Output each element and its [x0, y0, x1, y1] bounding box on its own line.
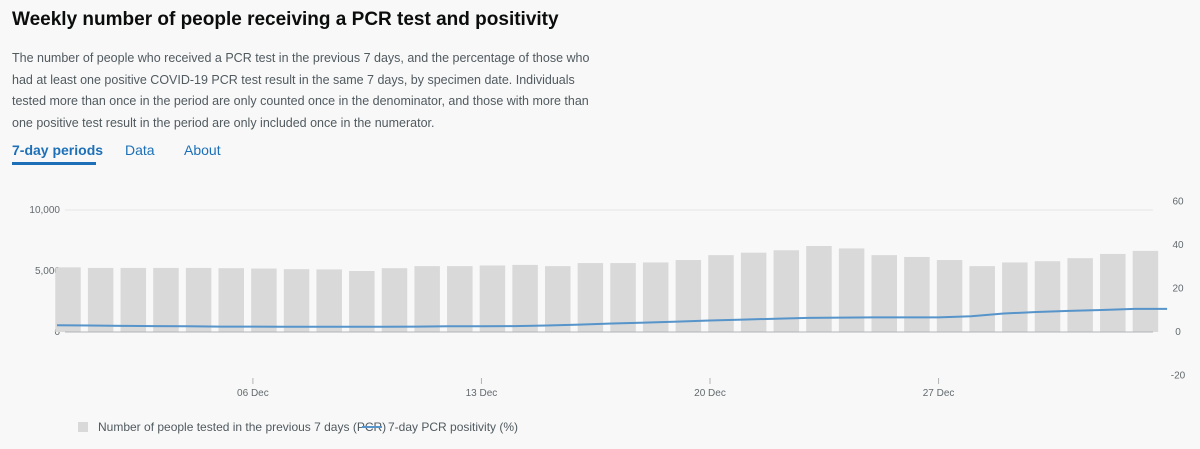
- left-axis-tick-label: 10,000: [29, 205, 60, 216]
- chart-canvas: 10,000 5,000 0 60 40 20 0 -20 06 Dec 13 Dec 20 Dec…: [29, 197, 1186, 400]
- x-axis-tick-label: 13 Dec: [466, 388, 498, 399]
- bar: [120, 267, 147, 332]
- bar: [904, 256, 930, 332]
- bar: [447, 266, 473, 332]
- bar: [414, 266, 440, 332]
- chart-description: The number of people who received a PCR …: [12, 51, 590, 130]
- right-axis-tick-label: 60: [1172, 197, 1184, 208]
- bar: [479, 265, 506, 332]
- tab-about[interactable]: About: [184, 142, 221, 158]
- bar: [773, 250, 800, 332]
- bar: [1034, 261, 1061, 332]
- right-axis-tick-label: -20: [1171, 371, 1186, 382]
- right-axis-tick-label: 40: [1172, 240, 1184, 251]
- bar: [512, 264, 538, 332]
- bar: [577, 263, 604, 332]
- active-tab-indicator: [12, 162, 96, 165]
- bar: [871, 255, 897, 332]
- bar: [218, 268, 244, 332]
- x-axis-tick-label: 27 Dec: [923, 388, 955, 399]
- legend-item-bars[interactable]: Number of people tested in the previous …: [78, 420, 386, 434]
- bar: [87, 267, 114, 332]
- bar: [185, 267, 212, 332]
- legend-swatch-bars: [78, 422, 88, 432]
- right-axis-tick-label: 20: [1172, 284, 1184, 295]
- bar: [1067, 258, 1093, 332]
- bar: [55, 267, 81, 332]
- left-axis-tick-label: 0: [54, 327, 60, 338]
- bar: [316, 269, 342, 332]
- x-axis-tick-label: 06 Dec: [237, 388, 269, 399]
- positivity-line: [56, 307, 1168, 328]
- legend-swatch-line: [362, 426, 382, 428]
- bar: [251, 268, 277, 332]
- bar: [642, 262, 669, 332]
- bar: [936, 260, 963, 332]
- right-axis-tick-label: 0: [1175, 327, 1181, 338]
- x-axis-tick-label: 20 Dec: [694, 388, 726, 399]
- bar: [349, 271, 375, 332]
- bar: [969, 266, 995, 332]
- bar: [283, 269, 310, 332]
- legend-item-line[interactable]: 7-day PCR positivity (%): [362, 420, 518, 434]
- tab-7-day-periods[interactable]: 7-day periods: [12, 142, 104, 158]
- legend-label-line: 7-day PCR positivity (%): [388, 420, 519, 434]
- bar: [1002, 262, 1028, 332]
- bar: [153, 267, 179, 332]
- legend-label-bars: Number of people tested in the previous …: [98, 420, 387, 434]
- bar: [381, 268, 408, 332]
- bar: [1132, 250, 1159, 332]
- bar: [545, 266, 571, 332]
- bar: [1100, 253, 1126, 332]
- tab-data[interactable]: Data: [125, 142, 155, 158]
- bar: [610, 263, 636, 332]
- chart-title: Weekly number of people receiving a PCR …: [12, 9, 559, 30]
- bar: [838, 248, 865, 332]
- bar: [806, 245, 832, 332]
- left-axis-tick-label: 5,000: [35, 266, 60, 277]
